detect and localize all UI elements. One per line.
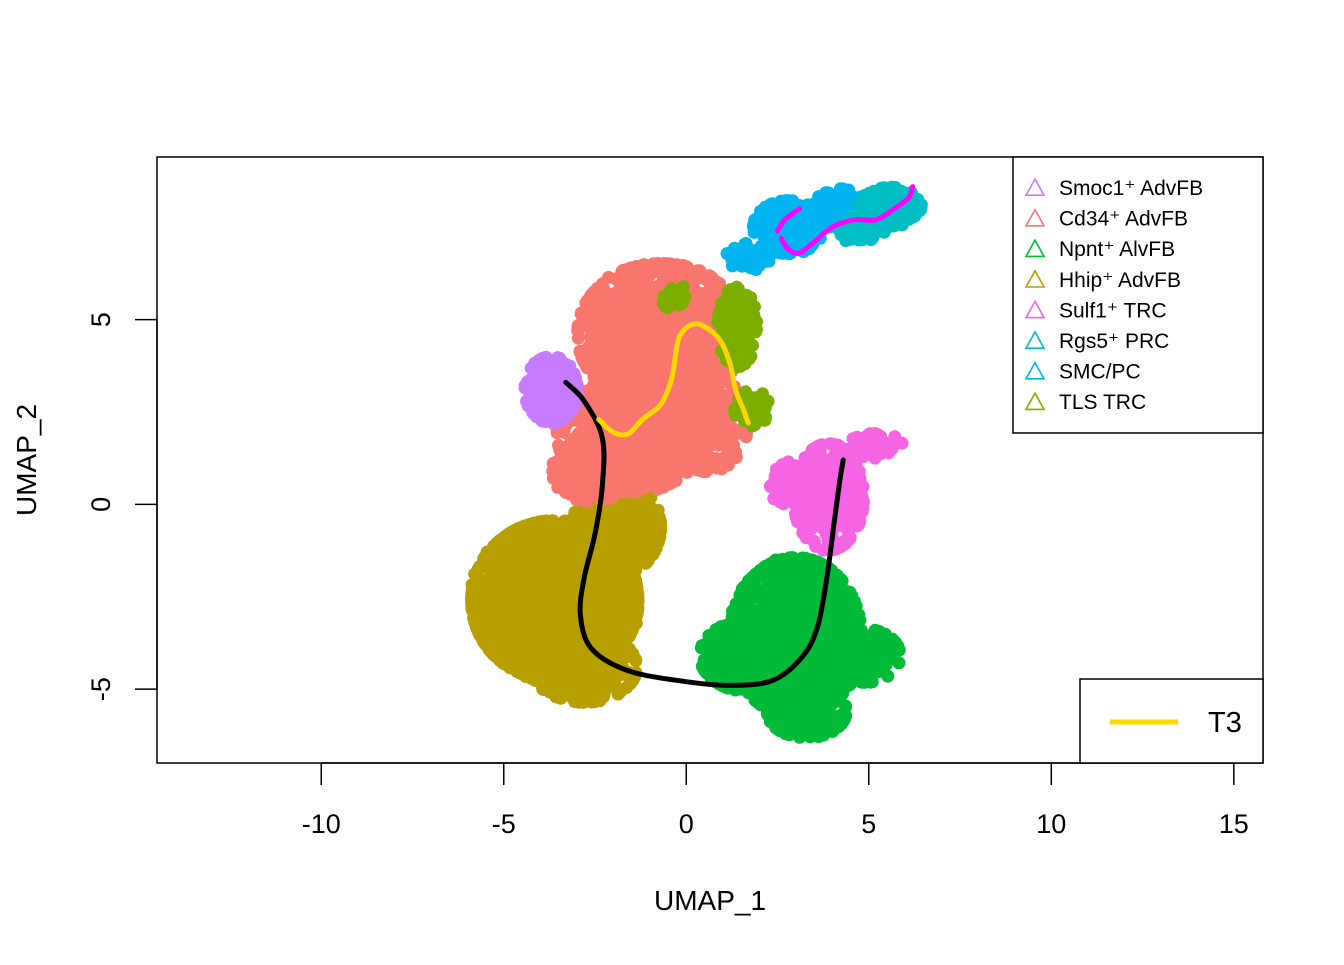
data-point [528, 554, 542, 568]
data-point [516, 635, 530, 649]
data-point [468, 567, 482, 581]
data-point [642, 356, 656, 370]
data-point [542, 530, 556, 544]
data-point [557, 662, 571, 676]
data-point [589, 327, 603, 341]
data-point [512, 549, 526, 563]
data-point [635, 258, 649, 272]
data-point [629, 564, 643, 577]
data-point [542, 634, 556, 648]
data-point [495, 644, 509, 658]
data-point [525, 653, 539, 667]
data-point [595, 277, 609, 291]
data-point [627, 504, 641, 518]
data-point [552, 519, 566, 533]
data-point [520, 618, 533, 632]
data-point [594, 355, 608, 369]
data-point [632, 528, 646, 542]
data-point [491, 581, 505, 595]
data-point [628, 652, 642, 666]
data-point [565, 578, 579, 592]
data-point [587, 339, 601, 353]
data-point [593, 595, 607, 609]
data-point [616, 568, 630, 582]
data-point [642, 320, 656, 334]
data-point [627, 592, 641, 606]
data-point [622, 293, 636, 306]
data-point [601, 329, 615, 342]
data-point [576, 353, 590, 367]
data-point [527, 516, 541, 530]
data-point [664, 257, 678, 271]
data-point [524, 591, 538, 605]
data-point [705, 271, 719, 285]
data-point [571, 331, 585, 345]
data-point [689, 307, 702, 320]
data-point [491, 546, 505, 560]
data-point [570, 525, 584, 539]
data-point [606, 604, 620, 618]
data-point [623, 261, 637, 275]
data-point [511, 660, 525, 673]
cluster-points [465, 471, 668, 709]
data-point [500, 603, 514, 617]
data-point [632, 345, 646, 359]
data-point [654, 515, 667, 529]
data-point [608, 678, 622, 692]
data-point [597, 580, 611, 594]
data-point [595, 606, 609, 620]
data-point [478, 628, 492, 641]
data-point [549, 564, 563, 578]
data-point [539, 677, 553, 690]
data-point [627, 305, 641, 319]
data-point [655, 344, 669, 358]
data-point [693, 343, 707, 357]
data-point [591, 293, 605, 307]
data-point [483, 644, 497, 658]
data-point [627, 333, 641, 347]
data-point [570, 540, 584, 554]
data-point [594, 541, 608, 555]
data-point [482, 601, 496, 615]
data-point [628, 617, 641, 631]
data-point [565, 631, 579, 644]
data-point [537, 589, 551, 603]
data-point [508, 527, 522, 541]
data-point [647, 257, 660, 271]
data-point [508, 621, 522, 635]
data-point [657, 358, 671, 372]
data-point [612, 546, 626, 560]
data-point [526, 534, 540, 548]
data-point [472, 589, 486, 603]
scatter-points [465, 180, 928, 744]
data-point [553, 586, 567, 600]
data-point [554, 609, 568, 623]
data-point [519, 605, 533, 619]
data-point [692, 271, 706, 285]
data-point [552, 549, 566, 563]
data-point [577, 679, 591, 693]
data-point [607, 520, 620, 534]
data-point [621, 526, 635, 540]
data-point [571, 319, 585, 333]
data-point [614, 303, 628, 317]
data-point [595, 630, 608, 644]
data-point [621, 274, 635, 288]
data-point [608, 318, 622, 332]
data-point [630, 605, 644, 619]
data-point [618, 650, 631, 664]
data-point [537, 662, 551, 676]
data-point [594, 672, 608, 686]
data-point [531, 610, 545, 624]
